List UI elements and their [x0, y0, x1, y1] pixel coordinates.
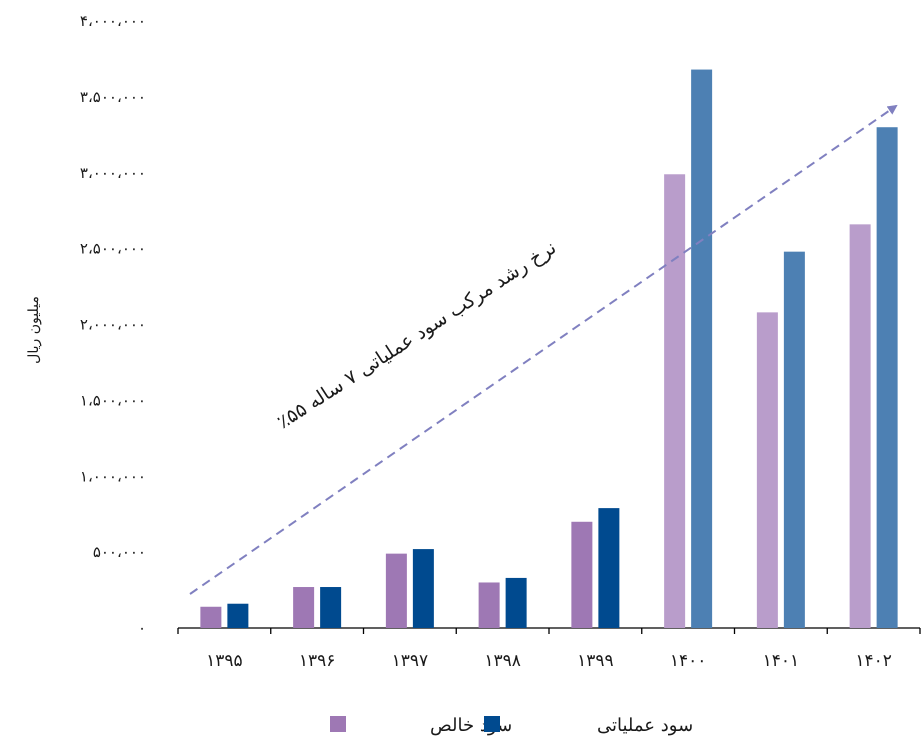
legend-swatch-net-profit — [330, 716, 346, 732]
annotation-text: نرخ رشد مرکب سود عملیاتی ۷ ساله ۵۵٪ — [273, 236, 560, 433]
y-tick-label: ۰ — [138, 619, 146, 637]
bar-series-2-6 — [691, 69, 713, 628]
x-tick-label: ۱۳۹۹ — [577, 651, 614, 671]
bar-series-1-3 — [385, 553, 407, 628]
bar-series-2-8 — [876, 127, 898, 628]
bar-series-1-4 — [478, 582, 500, 628]
x-tick-label: ۱۳۹۷ — [392, 651, 429, 671]
x-tick-label: ۱۳۹۶ — [299, 651, 336, 671]
x-tick-label: ۱۳۹۸ — [484, 651, 521, 671]
bar-series-1-7 — [756, 312, 778, 628]
y-tick-label: ۵۰۰،۰۰۰ — [93, 543, 146, 561]
bar-series-2-7 — [783, 251, 805, 628]
y-tick-label: ۱،۰۰۰،۰۰۰ — [80, 467, 146, 485]
y-tick-label: ۲،۵۰۰،۰۰۰ — [80, 240, 146, 258]
legend: سود خالص سود عملیاتی — [330, 715, 693, 736]
bar-series-2-2 — [320, 587, 342, 628]
legend-label-operating-profit: سود عملیاتی — [597, 715, 693, 736]
y-tick-label: ۳،۰۰۰،۰۰۰ — [80, 164, 146, 182]
bar-series-2-4 — [505, 577, 527, 628]
x-tick-label: ۱۴۰۰ — [670, 651, 707, 671]
bar-series-1-6 — [664, 174, 686, 628]
legend-swatch-operating-profit — [484, 716, 500, 732]
bar-series-1-5 — [571, 521, 593, 628]
bar-series-2-1 — [227, 603, 249, 628]
bar-series-2-5 — [598, 508, 620, 628]
y-axis-label: میلیون ریال — [26, 296, 42, 364]
y-tick-label: ۱،۵۰۰،۰۰۰ — [80, 391, 146, 409]
x-tick-label: ۱۴۰۱ — [763, 651, 800, 671]
bar-series-1-2 — [293, 587, 315, 628]
x-tick-label: ۱۴۰۲ — [855, 651, 892, 671]
y-axis: ۰ ۵۰۰،۰۰۰ ۱،۰۰۰،۰۰۰ ۱،۵۰۰،۰۰۰ ۲،۰۰۰،۰۰۰ ۲،۵۰۰… — [80, 12, 146, 637]
bar-series-2-3 — [412, 549, 434, 628]
bar-series-1-1 — [200, 606, 222, 628]
bar-series-1-8 — [849, 224, 871, 628]
y-tick-label: ۳،۵۰۰،۰۰۰ — [80, 88, 146, 106]
y-tick-label: ۴،۰۰۰،۰۰۰ — [80, 12, 146, 30]
x-axis: ۱۳۹۵ ۱۳۹۶ ۱۳۹۷ ۱۳۹۸ ۱۳۹۹ ۱۴۰۰ ۱۴۰۱ ۱۴۰۲ — [177, 627, 921, 671]
bars — [200, 69, 898, 628]
x-tick-label: ۱۳۹۵ — [206, 651, 243, 671]
y-tick-label: ۲،۰۰۰،۰۰۰ — [80, 316, 146, 334]
growth-arrow — [189, 104, 898, 595]
